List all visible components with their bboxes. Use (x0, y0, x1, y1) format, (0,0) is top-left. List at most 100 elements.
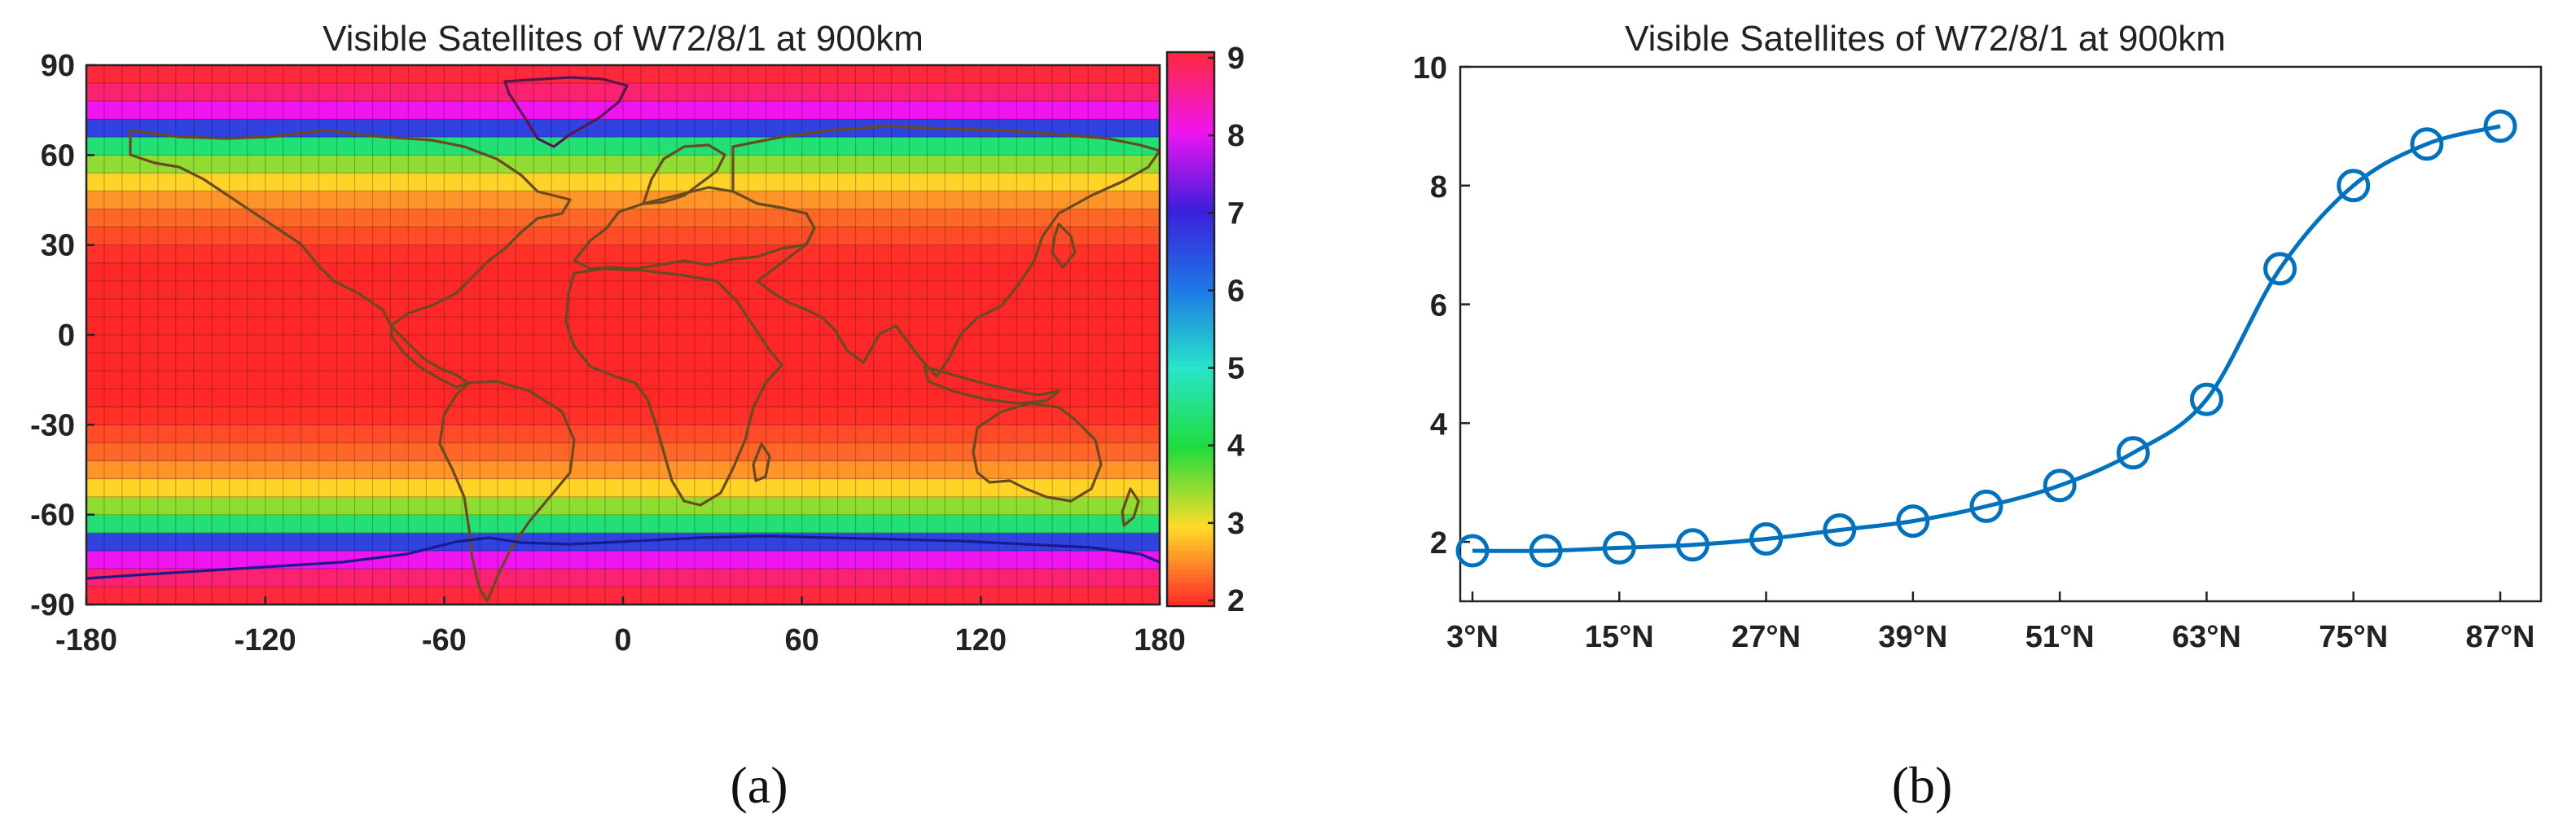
heatmap-band (86, 514, 1160, 534)
colorbar-segment (1167, 125, 1214, 132)
colorbar-segment (1167, 357, 1214, 363)
heatmap-band (86, 191, 1160, 210)
map-grid (86, 65, 1160, 605)
line-x-tick-label: 15°N (1585, 620, 1654, 654)
line-title: Visible Satellites of W72/8/1 at 900km (1625, 19, 2226, 59)
line-y-tick-label: 2 (1430, 526, 1447, 561)
map-y-tick-label: 60 (41, 139, 75, 173)
colorbar-segment (1167, 103, 1214, 108)
colorbar-segment (1167, 347, 1214, 354)
series-marker (2337, 169, 2371, 203)
heatmap-title: Visible Satellites of W72/8/1 at 900km (323, 19, 924, 59)
series-marker (2116, 436, 2150, 470)
heatmap-band (86, 298, 1160, 318)
colorbar-segment (1167, 385, 1214, 390)
coast-madagascar (752, 442, 771, 482)
colorbar-segment (1167, 324, 1214, 330)
colorbar-segment (1167, 297, 1214, 302)
colorbar-segment (1167, 416, 1214, 423)
colorbar-segment (1167, 421, 1214, 427)
line-y-tick-label: 8 (1430, 170, 1447, 205)
colorbar-segment (1167, 319, 1214, 326)
colorbar-segment (1167, 288, 1214, 293)
colorbar-segment (1167, 163, 1214, 169)
colorbar-segment (1167, 177, 1214, 183)
heatmap-band (86, 155, 1160, 174)
colorbar-segment (1167, 435, 1214, 441)
colorbar-segment (1167, 458, 1214, 464)
colorbar-segment (1167, 153, 1214, 160)
series-marker (2043, 468, 2077, 503)
map-x-tick-label: -120 (235, 623, 296, 657)
colorbar-segment (1167, 246, 1214, 252)
heatmap-band (86, 101, 1160, 120)
colorbar-segment (1167, 486, 1214, 492)
series-line (1472, 124, 2501, 553)
line-x-tick-label: 39°N (1878, 620, 1947, 654)
coast-antarctica (86, 534, 1160, 580)
coast-scandinavia (642, 143, 726, 205)
map-x-tick-label: 0 (614, 623, 631, 657)
colorbar-segment (1167, 149, 1214, 155)
heatmap-band (86, 424, 1160, 443)
line-y-tick-label: 4 (1430, 407, 1447, 442)
colorbar-segment (1167, 574, 1214, 579)
coast-new-zealand (1121, 487, 1140, 527)
coast-asia (731, 125, 1160, 378)
line-plot-frame (1459, 65, 2543, 603)
colorbar-segment (1167, 241, 1214, 247)
map-y-tick-label: -30 (30, 408, 75, 442)
heatmap-band (86, 496, 1160, 516)
colorbar-segment (1167, 232, 1214, 238)
line-y-tick-label: 6 (1430, 289, 1447, 323)
colorbar-segment (1167, 315, 1214, 321)
colorbar: 9 8 7 6 5 4 3 2 (1165, 42, 1244, 618)
series-marker (1602, 530, 1636, 565)
colorbar-segment (1167, 205, 1214, 210)
colorbar-segment (1167, 269, 1214, 275)
colorbar-segment (1167, 227, 1214, 233)
colorbar-frame (1165, 51, 1216, 608)
series-marker (1969, 489, 2003, 523)
colorbar-segment (1167, 292, 1214, 298)
colorbar-segment (1167, 172, 1214, 178)
colorbar-segment (1167, 75, 1214, 81)
heatmap-band (86, 316, 1160, 336)
line-y-tick-label: 10 (1413, 51, 1447, 86)
series-marker (2410, 127, 2444, 161)
colorbar-segment (1167, 463, 1214, 468)
colorbar-segment (1167, 333, 1214, 340)
series-marker (1823, 513, 1857, 548)
colorbar-tick-label: 5 (1227, 352, 1244, 386)
coast-greenland (503, 76, 629, 148)
colorbar-segment (1167, 366, 1214, 372)
colorbar-segment (1167, 569, 1214, 575)
colorbar-segment (1167, 518, 1214, 524)
coast-indonesia (923, 365, 1060, 405)
colorbar-segment (1167, 430, 1214, 437)
map-x-tick-label: 120 (955, 623, 1007, 657)
colorbar-segment (1167, 236, 1214, 243)
colorbar-segment (1167, 592, 1214, 598)
colorbar-segment (1167, 490, 1214, 496)
series-marker (2189, 382, 2223, 416)
series-marker (1896, 504, 1930, 539)
colorbar-segment (1167, 98, 1214, 104)
heatmap-band (86, 442, 1160, 462)
colorbar-segment (1167, 117, 1214, 122)
colorbar-segment (1167, 139, 1214, 146)
colorbar-ticks: 9 8 7 6 5 4 3 2 (1208, 42, 1244, 618)
colorbar-segment (1167, 513, 1214, 520)
colorbar-segment (1167, 504, 1214, 510)
line-x-tick-label: 87°N (2466, 620, 2535, 654)
colorbar-segment (1167, 412, 1214, 418)
colorbar-segment (1167, 70, 1214, 77)
colorbar-segment (1167, 274, 1214, 279)
colorbar-segment (1167, 61, 1214, 67)
map-x-tick-label: -180 (55, 623, 117, 657)
colorbar-segment (1167, 167, 1214, 174)
colorbar-segment (1167, 130, 1214, 136)
colorbar-segment (1167, 398, 1214, 404)
colorbar-segment (1167, 195, 1214, 201)
colorbar-segment (1167, 94, 1214, 99)
